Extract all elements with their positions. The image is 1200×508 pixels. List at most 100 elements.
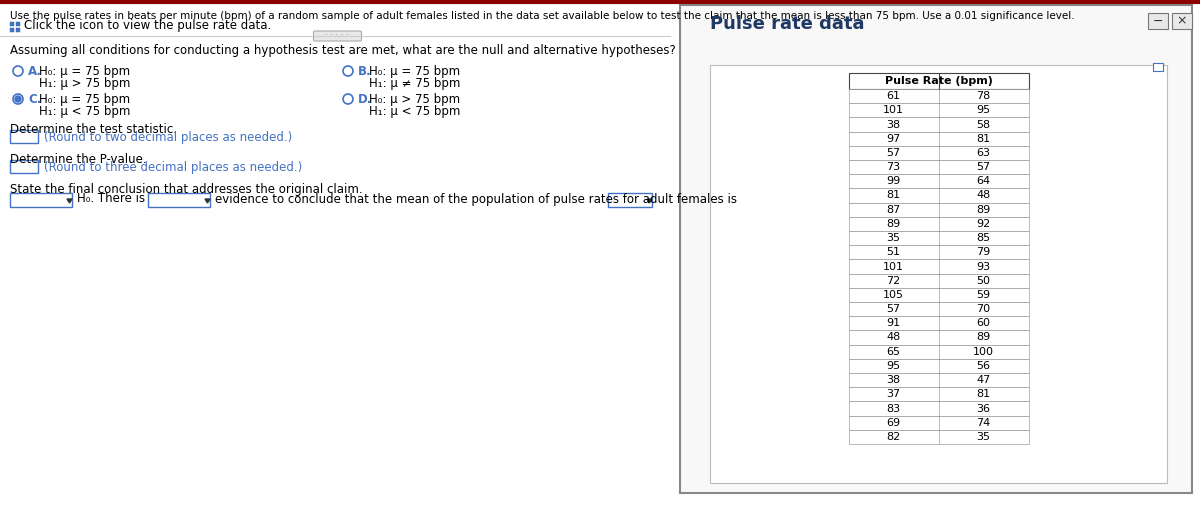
Text: 91: 91 <box>887 319 900 328</box>
Text: evidence to conclude that the mean of the population of pulse rates for adult fe: evidence to conclude that the mean of th… <box>215 193 737 206</box>
Text: H₀: μ = 75 bpm: H₀: μ = 75 bpm <box>38 93 130 106</box>
Polygon shape <box>205 199 210 203</box>
Polygon shape <box>67 199 72 203</box>
Text: 37: 37 <box>887 389 900 399</box>
Bar <box>848 373 1028 387</box>
Bar <box>848 330 1028 344</box>
Text: A.: A. <box>28 65 42 78</box>
Text: Assuming all conditions for conducting a hypothesis test are met, what are the n: Assuming all conditions for conducting a… <box>10 44 676 57</box>
Bar <box>848 245 1028 260</box>
Bar <box>10 130 38 143</box>
Text: 72: 72 <box>887 276 901 285</box>
Text: Pulse rate data: Pulse rate data <box>710 15 864 33</box>
Text: 101: 101 <box>883 262 904 271</box>
Text: 60: 60 <box>977 319 990 328</box>
Bar <box>848 416 1028 430</box>
Text: 81: 81 <box>887 190 900 201</box>
Text: 36: 36 <box>977 403 990 414</box>
Text: 83: 83 <box>887 403 900 414</box>
Text: B.: B. <box>358 65 372 78</box>
Text: 81: 81 <box>977 134 990 144</box>
Bar <box>848 203 1028 217</box>
Bar <box>848 73 1028 89</box>
Bar <box>848 174 1028 188</box>
Bar <box>848 103 1028 117</box>
Bar <box>680 5 1192 493</box>
Text: −: − <box>1153 15 1163 27</box>
Text: H₀. There is: H₀. There is <box>77 193 145 206</box>
Bar <box>848 302 1028 316</box>
Text: 89: 89 <box>977 205 991 215</box>
Text: 74: 74 <box>977 418 991 428</box>
Text: D.: D. <box>358 93 372 106</box>
Text: 69: 69 <box>887 418 900 428</box>
Text: 35: 35 <box>977 432 990 442</box>
Bar <box>848 430 1028 444</box>
Text: H₁: μ ≠ 75 bpm: H₁: μ ≠ 75 bpm <box>370 77 461 90</box>
Bar <box>1172 13 1192 29</box>
Text: 35: 35 <box>887 233 900 243</box>
Text: Pulse Rate (bpm): Pulse Rate (bpm) <box>884 76 992 86</box>
Text: (Round to three decimal places as needed.): (Round to three decimal places as needed… <box>44 161 302 174</box>
Text: ×: × <box>1177 15 1187 27</box>
Text: 100: 100 <box>973 346 994 357</box>
Text: H₁: μ > 75 bpm: H₁: μ > 75 bpm <box>38 77 131 90</box>
Text: (Round to two decimal places as needed.): (Round to two decimal places as needed.) <box>44 131 293 144</box>
Text: 95: 95 <box>887 361 900 371</box>
Bar <box>848 260 1028 274</box>
Bar <box>848 89 1028 103</box>
Bar <box>1148 13 1168 29</box>
Text: 64: 64 <box>977 176 990 186</box>
Bar <box>848 132 1028 146</box>
Text: 63: 63 <box>977 148 990 158</box>
Polygon shape <box>647 199 652 203</box>
Bar <box>848 217 1028 231</box>
Text: Use the pulse rates in beats per minute (bpm) of a random sample of adult female: Use the pulse rates in beats per minute … <box>10 11 1075 21</box>
Bar <box>710 65 1166 483</box>
FancyBboxPatch shape <box>313 31 361 41</box>
Bar <box>10 27 14 31</box>
Text: 51: 51 <box>887 247 900 257</box>
Text: 85: 85 <box>977 233 990 243</box>
Text: 92: 92 <box>977 219 991 229</box>
Bar <box>848 316 1028 330</box>
Text: 101: 101 <box>883 105 904 115</box>
Text: 48: 48 <box>977 190 991 201</box>
Text: 50: 50 <box>977 276 990 285</box>
Bar <box>848 146 1028 160</box>
Text: 79: 79 <box>977 247 991 257</box>
Bar <box>848 231 1028 245</box>
Bar <box>10 193 72 207</box>
Text: 47: 47 <box>977 375 991 385</box>
Text: H₁: μ < 75 bpm: H₁: μ < 75 bpm <box>38 105 131 118</box>
Text: 95: 95 <box>977 105 990 115</box>
Text: 58: 58 <box>977 119 990 130</box>
Bar <box>16 27 19 31</box>
Text: 57: 57 <box>977 162 990 172</box>
Text: 87: 87 <box>887 205 901 215</box>
Text: 78: 78 <box>977 91 991 101</box>
Text: 65: 65 <box>887 346 900 357</box>
Text: 70: 70 <box>977 304 990 314</box>
Text: H₀: μ > 75 bpm: H₀: μ > 75 bpm <box>370 93 460 106</box>
Text: 82: 82 <box>887 432 901 442</box>
Text: Determine the P-value.: Determine the P-value. <box>10 153 146 166</box>
Bar <box>148 193 210 207</box>
Bar <box>848 401 1028 416</box>
Text: 105: 105 <box>883 290 904 300</box>
Bar <box>848 288 1028 302</box>
Text: 38: 38 <box>887 375 900 385</box>
Text: 99: 99 <box>887 176 901 186</box>
Bar <box>10 160 38 173</box>
Bar <box>848 274 1028 288</box>
Text: 57: 57 <box>887 304 900 314</box>
Text: 61: 61 <box>887 91 900 101</box>
Text: 56: 56 <box>977 361 990 371</box>
Text: 97: 97 <box>887 134 901 144</box>
Bar <box>1153 63 1163 71</box>
Text: 81: 81 <box>977 389 990 399</box>
Text: 89: 89 <box>887 219 901 229</box>
Text: Determine the test statistic.: Determine the test statistic. <box>10 123 178 136</box>
Bar <box>848 344 1028 359</box>
Text: 48: 48 <box>887 333 901 342</box>
